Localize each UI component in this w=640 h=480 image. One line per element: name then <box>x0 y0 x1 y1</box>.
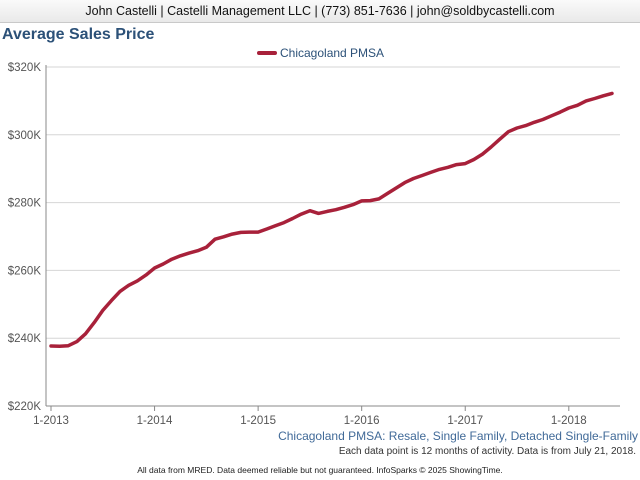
chart-title: Average Sales Price <box>2 26 155 43</box>
data-note: Each data point is 12 months of activity… <box>338 446 636 457</box>
legend-label: Chicagoland PMSA <box>280 46 384 60</box>
y-tick-label: $220K <box>8 401 42 413</box>
y-tick-label: $320K <box>8 62 42 74</box>
y-tick-label: $260K <box>8 265 42 277</box>
legend-item[interactable]: Chicagoland PMSA <box>257 46 384 60</box>
y-tick-label: $240K <box>8 333 42 345</box>
series-lines <box>49 91 614 349</box>
grid-lines <box>46 66 620 339</box>
x-tick-label: 1-2017 <box>447 415 483 427</box>
source-footer: All data from MRED. Data deemed reliable… <box>137 465 503 475</box>
axes <box>45 65 620 411</box>
x-tick-label: 1-2014 <box>137 415 173 427</box>
x-tick-labels: 1-2013 1-2014 1-2015 1-2016 1-2017 1-2018 <box>33 415 587 427</box>
y-tick-labels: $220K $240K $260K $280K $300K $320K <box>8 62 42 413</box>
x-tick-label: 1-2015 <box>240 415 276 427</box>
contact-header: John Castelli | Castelli Management LLC … <box>0 0 640 23</box>
contact-header-text: John Castelli | Castelli Management LLC … <box>85 4 555 18</box>
y-tick-label: $280K <box>8 198 42 210</box>
x-tick-label: 1-2013 <box>33 415 69 427</box>
chart-subtitle: Chicagoland PMSA: Resale, Single Family,… <box>278 429 638 443</box>
y-tick-label: $300K <box>8 130 42 142</box>
x-tick-label: 1-2018 <box>551 415 587 427</box>
x-tick-label: 1-2016 <box>344 415 380 427</box>
legend[interactable]: Chicagoland PMSA <box>257 46 384 60</box>
series-line <box>49 91 614 349</box>
